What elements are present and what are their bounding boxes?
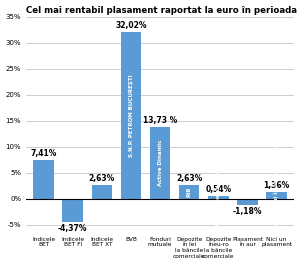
Bar [208, 196, 229, 199]
Bar [237, 199, 258, 205]
Bar [62, 199, 83, 222]
Text: -1,18%: -1,18% [233, 207, 262, 216]
Text: 7,41%: 7,41% [30, 149, 57, 158]
Text: Aprecierea leului în raport cu euro: Aprecierea leului în raport cu euro [274, 141, 279, 249]
Bar [33, 160, 54, 199]
Bar [179, 185, 200, 199]
Text: Active Dinamic: Active Dinamic [158, 140, 163, 186]
Bar [266, 192, 287, 199]
Text: 1,36%: 1,36% [263, 181, 290, 190]
Bar [92, 185, 112, 199]
Text: RIB. B.Romaneasca: RIB. B.Romaneasca [216, 167, 221, 227]
Text: 32,02%: 32,02% [115, 21, 147, 30]
Text: RIB: RIB [187, 187, 192, 197]
Text: 2,63%: 2,63% [176, 174, 202, 183]
Text: Cel mai rentabil plasament raportat la euro în perioada 24.04 - 26.05.2009: Cel mai rentabil plasament raportat la e… [26, 6, 300, 15]
Text: 2,63%: 2,63% [89, 174, 115, 183]
Text: S.N.P. PETROM BUCUREȘTI: S.N.P. PETROM BUCUREȘTI [128, 74, 134, 157]
Bar [150, 127, 170, 199]
Text: -4,37%: -4,37% [58, 224, 87, 233]
Text: 0,54%: 0,54% [205, 185, 231, 194]
Bar [121, 32, 141, 199]
Text: 13,73 %: 13,73 % [143, 116, 177, 125]
